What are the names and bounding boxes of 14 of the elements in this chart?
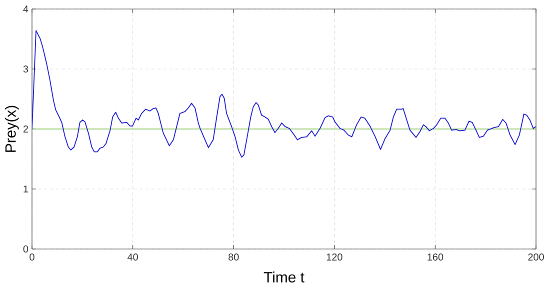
y-axis-title: Prey(x): [4, 106, 19, 152]
y-tick-label: 1: [24, 186, 28, 192]
y-tick-label: 4: [23, 6, 28, 12]
x-tick-label: 80: [228, 254, 239, 261]
line-series: [32, 30, 536, 158]
x-tick-label: 120: [326, 254, 342, 261]
x-tick-label: 160: [428, 254, 444, 261]
x-tick-label: 40: [127, 254, 138, 261]
x-tick-label: 200: [528, 254, 544, 261]
y-tick-label: 2: [23, 126, 28, 132]
y-tick-label: 3: [23, 65, 28, 73]
x-axis-title: Time t: [264, 272, 304, 282]
y-tick-label: 0: [23, 245, 28, 253]
x-tick-label: 0: [30, 254, 34, 261]
